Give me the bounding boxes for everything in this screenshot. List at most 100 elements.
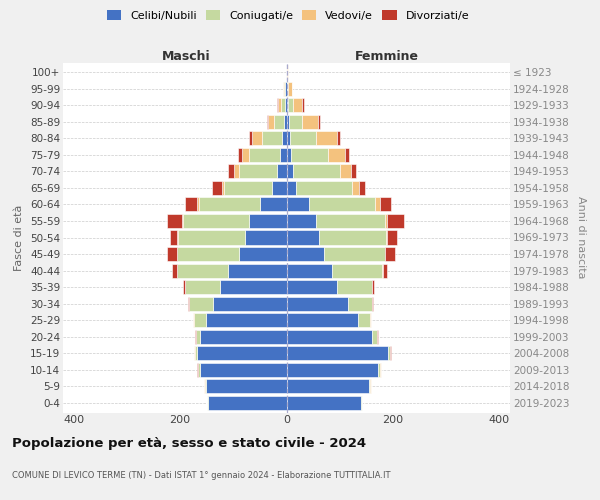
Bar <box>200 330 287 344</box>
Bar <box>287 132 290 145</box>
Bar <box>369 379 370 393</box>
Bar <box>288 82 292 96</box>
Bar <box>387 214 404 228</box>
Bar <box>287 230 319 244</box>
Bar <box>224 181 272 195</box>
Bar <box>388 346 390 360</box>
Bar <box>380 198 391 211</box>
Bar <box>337 280 371 294</box>
Bar <box>385 214 387 228</box>
Bar <box>385 247 395 261</box>
Bar <box>287 181 296 195</box>
Text: Maschi: Maschi <box>161 50 210 62</box>
Bar <box>287 98 293 112</box>
Bar <box>287 115 289 129</box>
Bar <box>284 115 287 129</box>
Bar <box>287 379 369 393</box>
Bar <box>178 264 228 278</box>
Bar <box>205 379 206 393</box>
Bar <box>319 230 386 244</box>
Bar <box>182 214 183 228</box>
Bar <box>178 230 245 244</box>
Bar <box>167 214 182 228</box>
Bar <box>208 396 287 409</box>
Bar <box>352 181 359 195</box>
Bar <box>318 115 320 129</box>
Bar <box>274 115 284 129</box>
Bar <box>220 280 287 294</box>
Bar <box>198 362 200 376</box>
Bar <box>239 164 277 178</box>
Bar <box>167 247 177 261</box>
Bar <box>229 164 235 178</box>
Bar <box>278 98 281 112</box>
Bar <box>228 264 287 278</box>
Bar <box>376 198 380 211</box>
Bar <box>328 148 345 162</box>
Bar <box>287 346 388 360</box>
Bar <box>199 198 260 211</box>
Bar <box>291 148 328 162</box>
Bar <box>287 247 324 261</box>
Bar <box>194 313 206 327</box>
Bar <box>287 396 361 409</box>
Bar <box>249 148 280 162</box>
Bar <box>316 132 337 145</box>
Bar <box>296 181 352 195</box>
Bar <box>371 330 377 344</box>
Bar <box>239 247 287 261</box>
Bar <box>287 280 337 294</box>
Text: Femmine: Femmine <box>355 50 419 62</box>
Bar <box>340 164 352 178</box>
Bar <box>287 198 309 211</box>
Bar <box>282 132 287 145</box>
Bar <box>316 214 385 228</box>
Bar <box>206 313 287 327</box>
Bar <box>206 379 287 393</box>
Bar <box>172 264 177 278</box>
Bar <box>378 362 380 376</box>
Bar <box>324 247 385 261</box>
Bar <box>287 164 293 178</box>
Bar <box>268 115 274 129</box>
Bar <box>242 148 249 162</box>
Bar <box>196 330 200 344</box>
Bar <box>372 280 374 294</box>
Bar <box>352 164 356 178</box>
Bar <box>337 132 340 145</box>
Bar <box>281 98 285 112</box>
Bar <box>262 132 282 145</box>
Bar <box>332 264 382 278</box>
Bar <box>272 181 287 195</box>
Bar <box>221 181 224 195</box>
Bar <box>183 214 249 228</box>
Bar <box>285 98 287 112</box>
Bar <box>260 198 287 211</box>
Bar <box>290 132 316 145</box>
Bar <box>245 230 287 244</box>
Bar <box>309 198 376 211</box>
Bar <box>289 115 302 129</box>
Bar <box>249 132 253 145</box>
Bar <box>293 98 302 112</box>
Bar <box>170 230 178 244</box>
Bar <box>372 296 373 310</box>
Bar <box>267 115 268 129</box>
Bar <box>287 66 288 80</box>
Bar <box>238 148 242 162</box>
Bar <box>253 132 262 145</box>
Legend: Celibi/Nubili, Coniugati/e, Vedovi/e, Divorziati/e: Celibi/Nubili, Coniugati/e, Vedovi/e, Di… <box>105 8 471 24</box>
Bar <box>277 164 287 178</box>
Bar <box>185 198 197 211</box>
Bar <box>387 230 397 244</box>
Bar <box>347 296 371 310</box>
Bar <box>287 313 358 327</box>
Bar <box>213 296 287 310</box>
Bar <box>287 264 332 278</box>
Bar <box>383 264 387 278</box>
Bar <box>345 148 349 162</box>
Y-axis label: Anni di nascita: Anni di nascita <box>576 196 586 278</box>
Bar <box>287 148 291 162</box>
Bar <box>185 280 220 294</box>
Bar <box>293 164 340 178</box>
